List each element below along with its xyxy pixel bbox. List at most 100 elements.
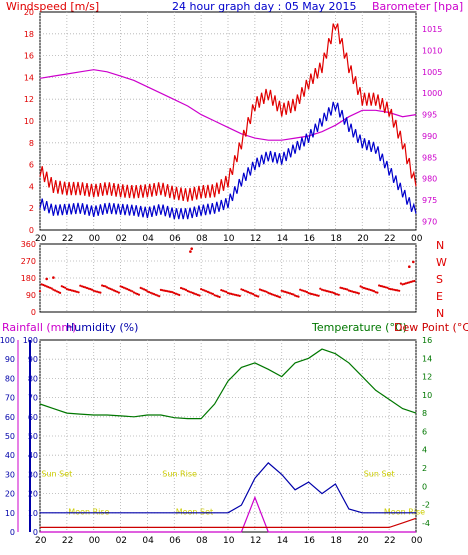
direction-point xyxy=(131,290,134,293)
direction-point xyxy=(289,292,292,295)
temperature-axis-label: Temperature (°C) xyxy=(311,321,407,334)
x-tick-label: 06 xyxy=(169,536,181,546)
direction-point xyxy=(45,285,48,288)
temp-grid xyxy=(39,340,417,532)
direction-point xyxy=(233,293,236,296)
direction-point xyxy=(149,291,152,294)
direction-point xyxy=(250,292,253,295)
wind-tick-label: 20 xyxy=(24,8,34,17)
rainfall-tick-label: 100 xyxy=(0,336,15,345)
x-tick-label: 02 xyxy=(116,536,127,546)
direction-point xyxy=(252,293,255,296)
direction-point xyxy=(67,288,70,291)
direction-point xyxy=(164,289,167,292)
barometer-tick-label: 1010 xyxy=(422,46,442,55)
wind-average-series xyxy=(39,101,417,220)
direction-point xyxy=(141,287,144,290)
direction-point xyxy=(388,287,391,290)
direction-point xyxy=(317,294,320,297)
x-tick-label: 04 xyxy=(142,536,154,546)
direction-point xyxy=(216,295,219,298)
direction-point xyxy=(101,284,104,287)
direction-point xyxy=(278,296,282,299)
direction-point xyxy=(178,293,181,297)
direction-point xyxy=(242,288,245,292)
direction-point xyxy=(122,286,125,289)
direction-point xyxy=(361,286,364,289)
rainfall-tick-label: 40 xyxy=(5,451,15,460)
direction-point xyxy=(126,288,129,291)
direction-point xyxy=(163,289,166,292)
barometer-tick-label: 990 xyxy=(422,132,437,141)
wind-tick-label: 0 xyxy=(29,226,34,235)
direction-point xyxy=(85,286,89,290)
rainfall-tick-label: 70 xyxy=(5,394,15,403)
barometer-tick-label: 1015 xyxy=(422,25,442,34)
direction-point xyxy=(406,281,409,284)
direction-point xyxy=(369,288,372,292)
direction-point xyxy=(367,288,371,291)
direction-point xyxy=(111,288,114,291)
direction-point xyxy=(386,286,389,289)
direction-point xyxy=(273,294,277,297)
direction-point xyxy=(148,291,151,294)
direction-tick-label: 270 xyxy=(21,257,36,266)
rainfall-tick-label: 90 xyxy=(5,355,15,364)
direction-point xyxy=(238,294,241,297)
direction-point xyxy=(342,287,345,290)
direction-point xyxy=(240,288,243,291)
direction-point xyxy=(331,291,334,294)
direction-point xyxy=(319,287,322,290)
direction-outlier xyxy=(190,247,193,250)
wind-x-ticks: 20 22 00 02 04 06 08 10 12 14 16 18 20 22 00 xyxy=(35,234,423,244)
direction-point xyxy=(312,293,315,296)
barometer-tick-label: 975 xyxy=(422,196,437,205)
direction-point xyxy=(228,292,231,295)
direction-point xyxy=(153,293,156,296)
direction-point xyxy=(247,291,250,294)
wind-tick-label: 10 xyxy=(24,117,34,126)
humidity-tick-label: 40 xyxy=(28,451,38,460)
direction-point xyxy=(75,290,78,293)
direction-tick-label: 180 xyxy=(21,274,36,283)
direction-point xyxy=(84,286,87,289)
direction-point xyxy=(211,292,214,295)
direction-point xyxy=(116,290,119,293)
direction-point xyxy=(203,289,206,292)
direction-point xyxy=(69,288,72,292)
direction-point xyxy=(176,293,179,296)
humidity-tick-label: 20 xyxy=(28,490,38,499)
direction-point xyxy=(366,287,369,291)
barometer-y-ticks: 970 975 980 985 990 995 1000 1005 1010 1015 xyxy=(422,25,442,226)
rainfall-tick-label: 80 xyxy=(5,374,15,383)
direction-point xyxy=(50,287,53,290)
direction-point xyxy=(341,287,344,290)
direction-point xyxy=(186,289,189,293)
direction-tick-label: 360 xyxy=(21,240,36,249)
wind-tick-label: 2 xyxy=(29,204,34,213)
x-tick-label: 12 xyxy=(250,234,261,244)
wind-tick-label: 12 xyxy=(24,95,34,104)
direction-point xyxy=(275,294,278,298)
barometer-tick-label: 970 xyxy=(422,217,437,226)
direction-outlier xyxy=(45,277,48,281)
direction-point xyxy=(129,289,132,292)
direction-point xyxy=(302,289,305,292)
temperature-tick-label: 4 xyxy=(422,446,427,455)
direction-point xyxy=(329,290,332,294)
wind-tick-label: 16 xyxy=(24,52,34,61)
direction-point xyxy=(243,289,246,292)
direction-y-ticks: 360 270 180 90 0 xyxy=(21,240,36,317)
direction-point xyxy=(305,290,308,294)
x-tick-label: 22 xyxy=(384,234,395,244)
direction-point xyxy=(292,293,295,296)
wind-tick-label: 8 xyxy=(29,139,34,148)
direction-point xyxy=(332,291,335,294)
direction-point xyxy=(357,292,360,295)
direction-point xyxy=(389,288,392,291)
direction-point xyxy=(62,285,65,289)
direction-point xyxy=(195,293,198,296)
direction-point xyxy=(96,290,99,293)
direction-point xyxy=(411,280,414,283)
direction-point xyxy=(337,293,340,296)
